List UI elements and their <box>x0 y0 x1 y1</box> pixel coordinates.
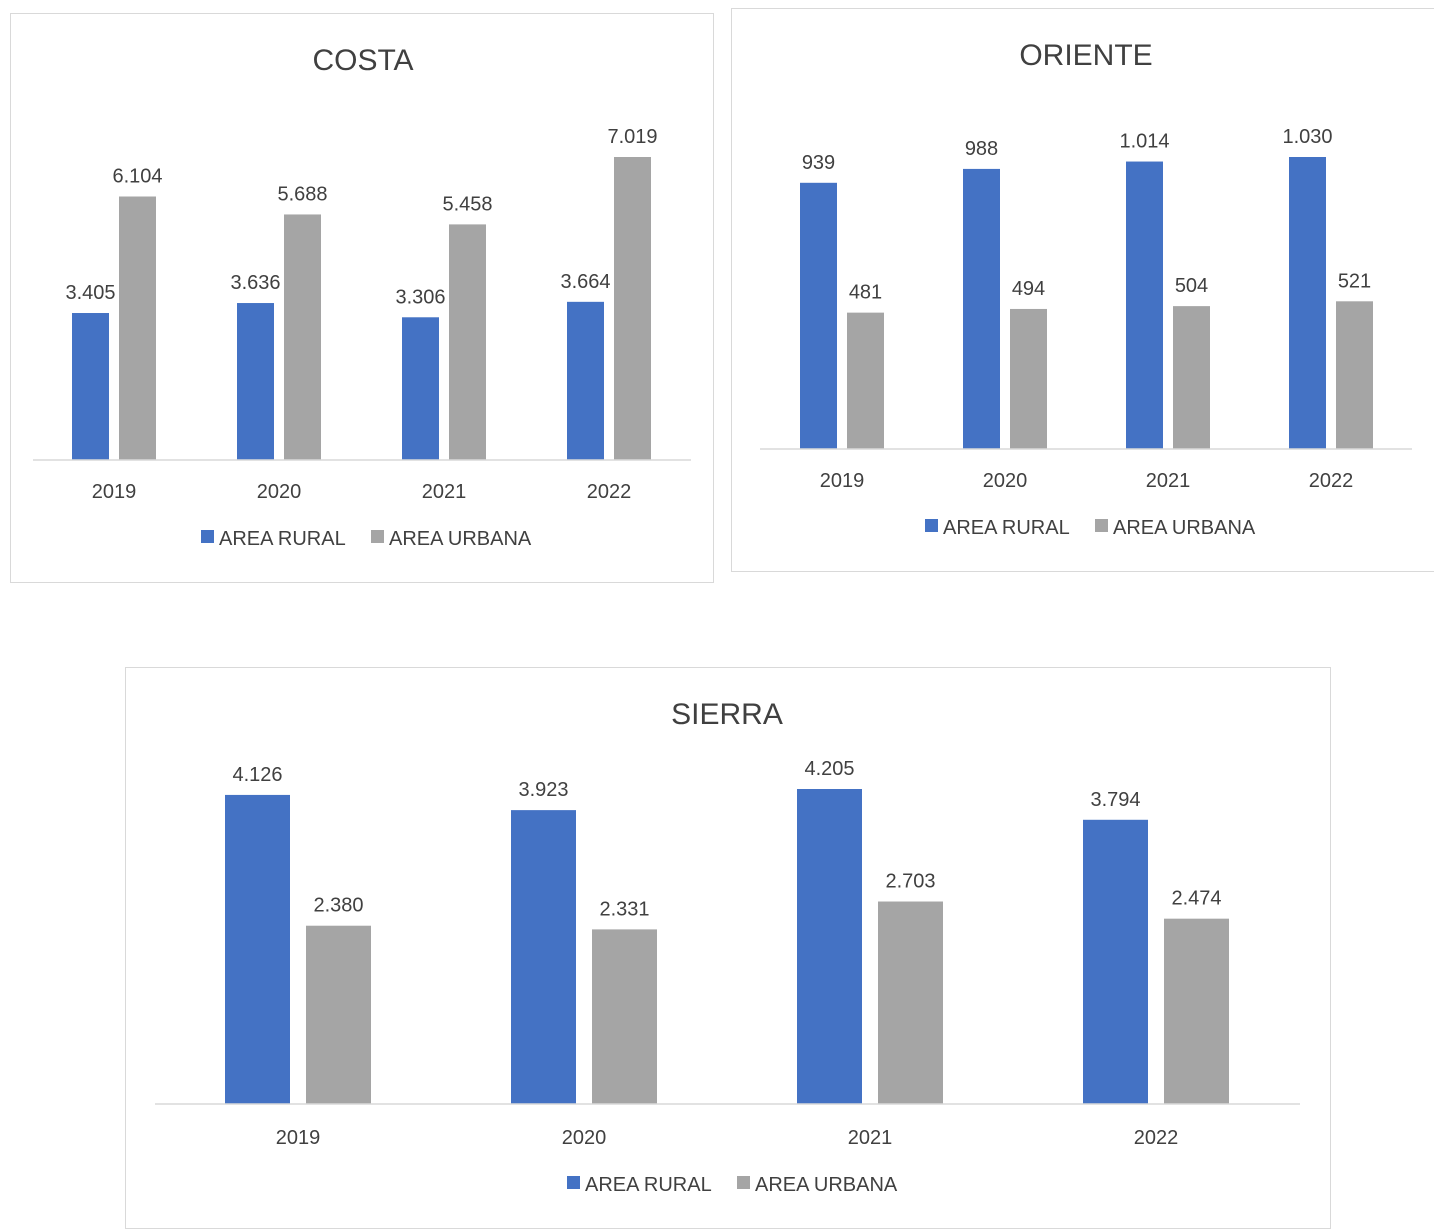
bar-urbana-2021 <box>449 224 486 460</box>
x-tick-label: 2021 <box>848 1127 893 1149</box>
data-label: 3.636 <box>230 272 280 294</box>
data-label: 7.019 <box>607 126 657 148</box>
bar-urbana-2019 <box>306 925 371 1104</box>
x-tick-label: 2019 <box>276 1127 321 1149</box>
chart-title: SIERRA <box>671 698 783 731</box>
bar-rural-2021 <box>797 789 862 1104</box>
data-label: 1.030 <box>1282 126 1332 148</box>
bar-rural-2021 <box>402 317 439 460</box>
legend-swatch <box>925 519 938 532</box>
chart-title: COSTA <box>312 44 413 77</box>
chart-panel-sierra: SIERRA 4.126 2.380 2019 3.923 2.331 2020 4.205 2… <box>125 667 1331 1229</box>
bar-urbana-2019 <box>119 196 156 461</box>
legend-label: AREA URBANA <box>1113 517 1256 539</box>
bar-urbana-2020 <box>284 214 321 460</box>
data-label: 2.331 <box>599 898 649 920</box>
legend-swatch <box>201 530 214 543</box>
data-label: 504 <box>1175 275 1208 297</box>
data-label: 3.664 <box>560 271 610 293</box>
chart-oriente: ORIENTE 939 481 2019 988 494 2020 1.014 504 2021 1… <box>760 39 1412 539</box>
bar-urbana-2020 <box>1010 308 1047 449</box>
bar-urbana-2020 <box>592 929 657 1104</box>
legend-label: AREA URBANA <box>755 1174 898 1196</box>
bar-rural-2019 <box>800 182 837 449</box>
x-tick-label: 2019 <box>820 470 865 492</box>
chart-title: ORIENTE <box>1019 39 1152 72</box>
bar-rural-2022 <box>1289 157 1326 449</box>
legend-label: AREA RURAL <box>585 1174 712 1196</box>
bar-rural-2022 <box>1083 819 1148 1104</box>
chart-sierra: SIERRA 4.126 2.380 2019 3.923 2.331 2020 4.205 2… <box>155 698 1300 1196</box>
legend-swatch <box>371 530 384 543</box>
legend-swatch <box>737 1176 750 1189</box>
bar-urbana-2021 <box>1173 306 1210 449</box>
bar-rural-2019 <box>225 794 290 1104</box>
data-label: 3.405 <box>65 282 115 304</box>
legend-label: AREA URBANA <box>389 528 532 550</box>
bar-rural-2019 <box>72 313 109 460</box>
data-label: 4.126 <box>232 764 282 786</box>
data-label: 5.688 <box>277 183 327 205</box>
bar-urbana-2022 <box>614 157 651 460</box>
data-label: 939 <box>802 152 835 174</box>
data-label: 6.104 <box>112 165 162 187</box>
chart-panel-oriente: ORIENTE 939 481 2019 988 494 2020 1.014 504 2021 1… <box>731 8 1434 572</box>
data-label: 2.474 <box>1171 888 1221 910</box>
bar-rural-2020 <box>237 303 274 460</box>
data-label: 988 <box>965 138 998 160</box>
data-label: 3.794 <box>1090 789 1140 811</box>
legend-swatch <box>567 1176 580 1189</box>
legend-swatch <box>1095 519 1108 532</box>
data-label: 494 <box>1012 278 1045 300</box>
data-label: 4.205 <box>804 758 854 780</box>
bar-rural-2020 <box>511 810 576 1104</box>
bar-urbana-2022 <box>1336 301 1373 449</box>
x-tick-label: 2022 <box>587 481 632 503</box>
x-tick-label: 2019 <box>92 481 137 503</box>
bar-urbana-2022 <box>1164 918 1229 1104</box>
data-label: 2.703 <box>885 871 935 893</box>
x-tick-label: 2022 <box>1134 1127 1179 1149</box>
bar-rural-2020 <box>963 168 1000 449</box>
x-tick-label: 2021 <box>422 481 467 503</box>
data-label: 3.923 <box>518 779 568 801</box>
data-label: 1.014 <box>1119 131 1169 153</box>
data-label: 5.458 <box>442 193 492 215</box>
bar-urbana-2021 <box>878 901 943 1104</box>
bar-rural-2022 <box>567 301 604 460</box>
x-tick-label: 2020 <box>257 481 302 503</box>
legend-label: AREA RURAL <box>943 517 1070 539</box>
data-label: 3.306 <box>395 286 445 308</box>
x-tick-label: 2020 <box>562 1127 607 1149</box>
x-tick-label: 2022 <box>1309 470 1354 492</box>
data-label: 2.380 <box>313 895 363 917</box>
legend-label: AREA RURAL <box>219 528 346 550</box>
bar-urbana-2019 <box>847 312 884 449</box>
x-tick-label: 2020 <box>983 470 1028 492</box>
bar-rural-2021 <box>1126 161 1163 449</box>
chart-panel-costa: COSTA 3.405 6.104 2019 3.636 5.688 2020 3.306 5.… <box>10 13 714 583</box>
data-label: 521 <box>1338 270 1371 292</box>
x-tick-label: 2021 <box>1146 470 1191 492</box>
chart-costa: COSTA 3.405 6.104 2019 3.636 5.688 2020 3.306 5.… <box>33 44 691 550</box>
data-label: 481 <box>849 282 882 304</box>
